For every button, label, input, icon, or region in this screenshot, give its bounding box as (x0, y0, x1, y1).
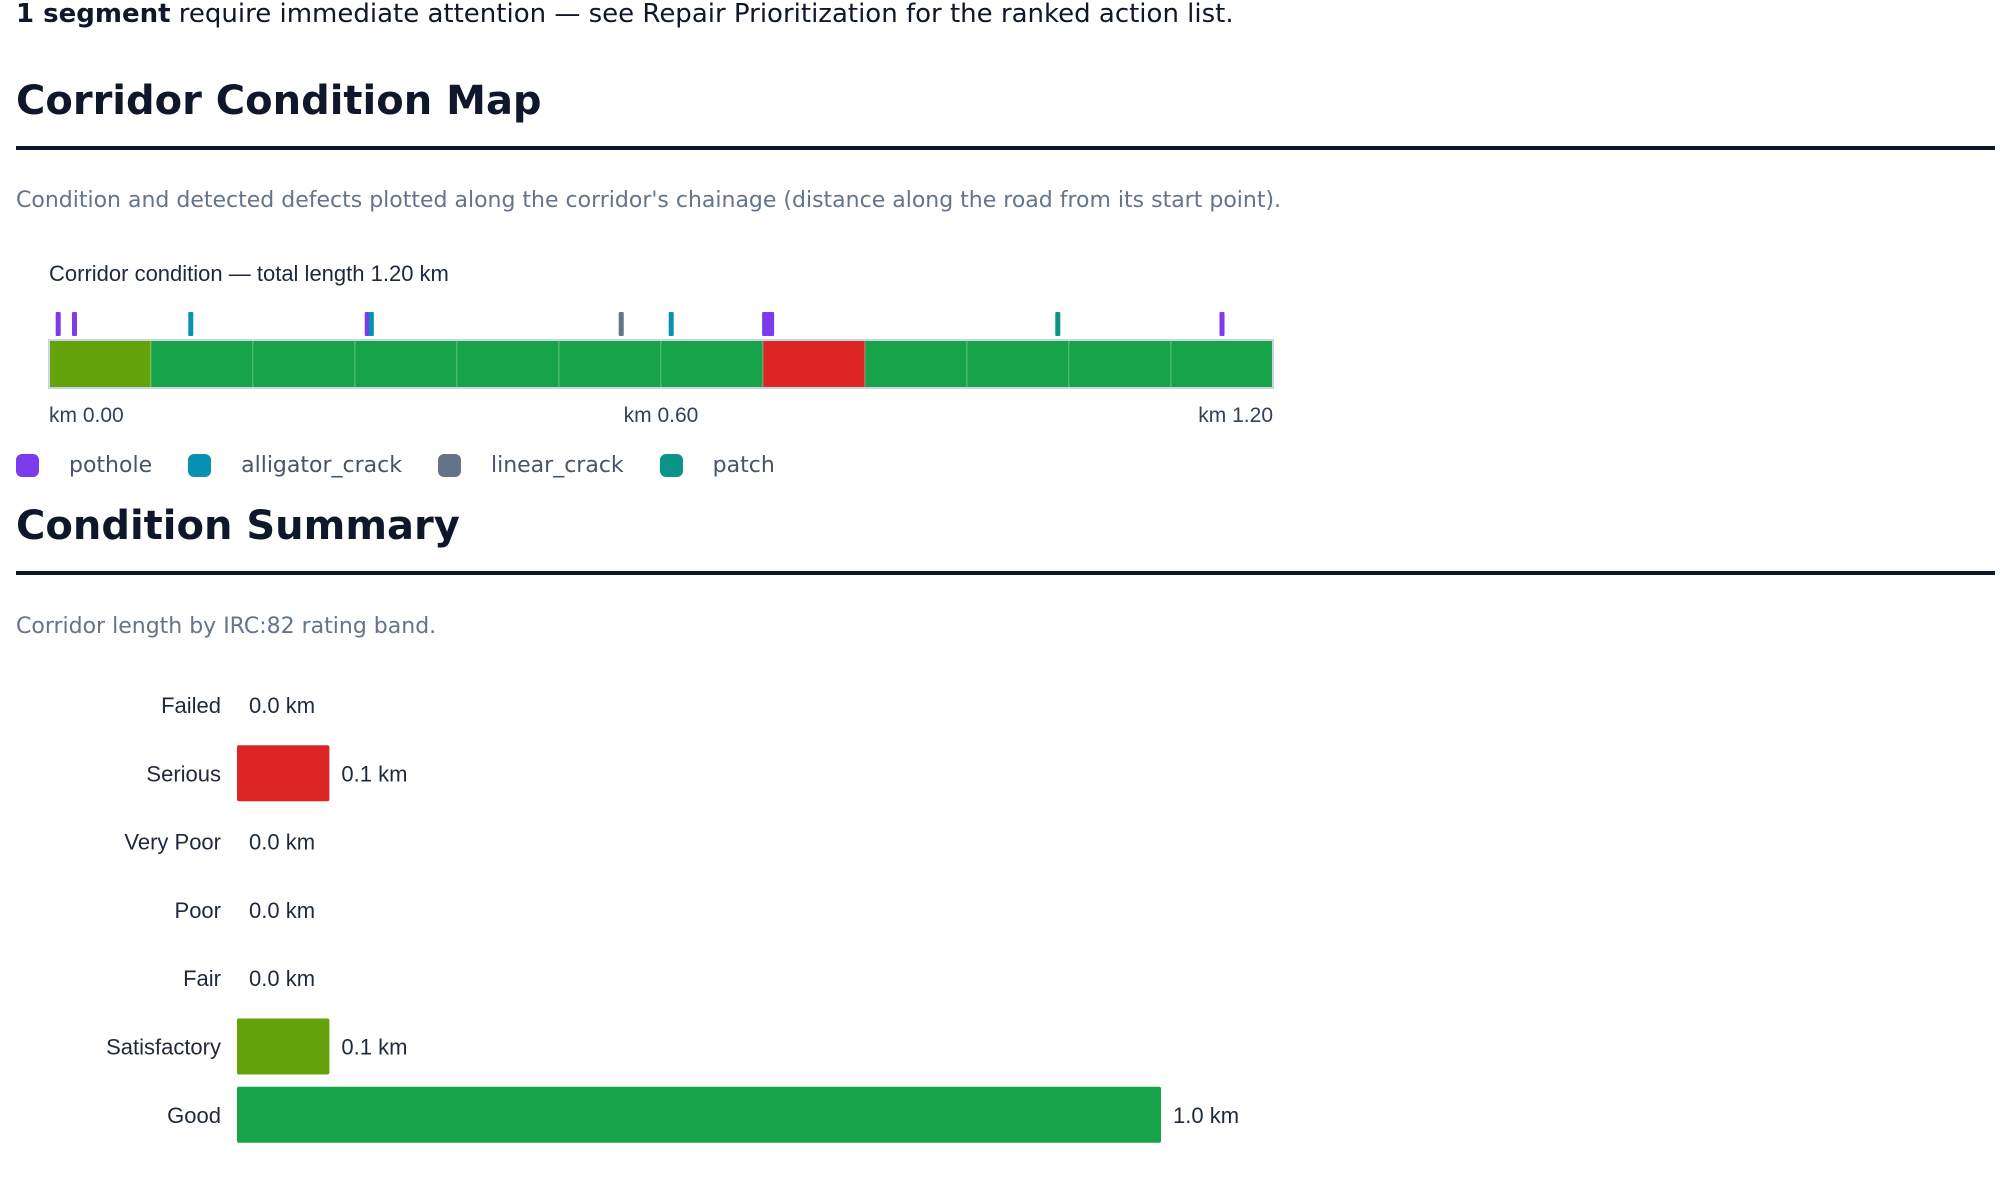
patch-marker (1055, 312, 1061, 336)
pothole-marker (364, 312, 370, 336)
legend-item-linear-crack: linear_crack (437, 452, 624, 478)
category-label: Very Poor (124, 830, 221, 855)
section-description-map: Condition and detected defects plotted a… (16, 188, 1282, 213)
legend-swatch (16, 453, 39, 477)
condition-segment (558, 339, 662, 389)
legend-item-alligator-crack: alligator_crack (188, 453, 402, 478)
pothole-marker (762, 312, 775, 336)
legend-item-patch: patch (659, 452, 775, 478)
value-label: 0.0 km (249, 830, 315, 855)
pothole-marker (55, 312, 61, 336)
summary-bar (237, 745, 330, 802)
value-label: 1.0 km (1173, 1103, 1239, 1128)
category-label: Satisfactory (106, 1035, 221, 1060)
summary-bar (237, 1086, 1161, 1143)
category-label: Poor (175, 898, 221, 923)
section-description-summary: Corridor length by IRC:82 rating band. (16, 614, 437, 639)
legend-label: alligator_crack (241, 452, 402, 478)
category-label: Good (167, 1103, 221, 1128)
category-label: Failed (161, 693, 221, 718)
corridor-condition-chart: Corridor condition — total length 1.20 k… (48, 261, 1274, 427)
category-label: Fair (183, 966, 221, 991)
pothole-marker (72, 312, 77, 336)
value-label: 0.0 km (249, 898, 315, 923)
category-label: Serious (146, 761, 221, 786)
linear_crack-marker (618, 312, 624, 336)
condition-segment (1170, 339, 1274, 389)
condition-segment (252, 339, 356, 389)
condition-segment (354, 339, 458, 389)
corridor-bar-outline (48, 339, 1274, 389)
condition-segment (150, 339, 254, 389)
condition-segment (1068, 339, 1172, 389)
value-label: 0.0 km (249, 693, 315, 718)
value-label: 0.1 km (341, 1035, 407, 1060)
section-heading-map: Corridor Condition Map (16, 78, 542, 124)
condition-segment (966, 339, 1070, 389)
alligator_crack-marker (368, 312, 374, 336)
chainage-tick-label: km 0.60 (624, 404, 699, 427)
legend-label: patch (712, 452, 775, 478)
pothole-marker (1219, 312, 1225, 336)
alert-count: 1 segment (16, 0, 171, 29)
divider (16, 146, 1995, 150)
condition-segments (48, 339, 1274, 389)
condition-segment (864, 339, 968, 389)
value-label: 0.1 km (341, 761, 407, 786)
condition-segment (660, 339, 764, 389)
alert-message: require immediate attention — see Repair… (170, 0, 1234, 29)
legend-swatch (659, 453, 683, 477)
legend-label: linear_crack (490, 452, 624, 478)
legend-item-pothole: pothole (16, 453, 152, 478)
summary-bars: Failed 0.0 km Serious 0.1 km Very Poor 0.0 km… (106, 693, 1239, 1143)
condition-segment (48, 339, 152, 389)
condition-segment (762, 339, 866, 389)
alligator_crack-marker (188, 312, 194, 336)
condition-segment (456, 339, 560, 389)
condition-summary-chart: Failed 0.0 km Serious 0.1 km Very Poor 0.0 km… (106, 693, 1239, 1143)
attention-alert: 1 segment require immediate attention — … (16, 0, 1234, 34)
divider (16, 571, 1995, 575)
alligator_crack-marker (668, 312, 674, 336)
legend-label: pothole (69, 452, 153, 478)
defect-legend: pothole alligator_crack linear_crack patch (16, 448, 811, 482)
chainage-tick-label: km 1.20 (1198, 404, 1273, 427)
legend-swatch (188, 453, 212, 477)
defect-markers (55, 312, 1225, 336)
section-heading-summary: Condition Summary (16, 503, 460, 549)
summary-bar (237, 1018, 330, 1075)
chart-title: Corridor condition — total length 1.20 k… (49, 261, 449, 286)
chainage-ticks: km 0.00 km 0.60 km 1.20 (49, 404, 1273, 427)
legend-swatch (437, 453, 461, 477)
value-label: 0.0 km (249, 966, 315, 991)
chainage-tick-label: km 0.00 (49, 404, 124, 427)
